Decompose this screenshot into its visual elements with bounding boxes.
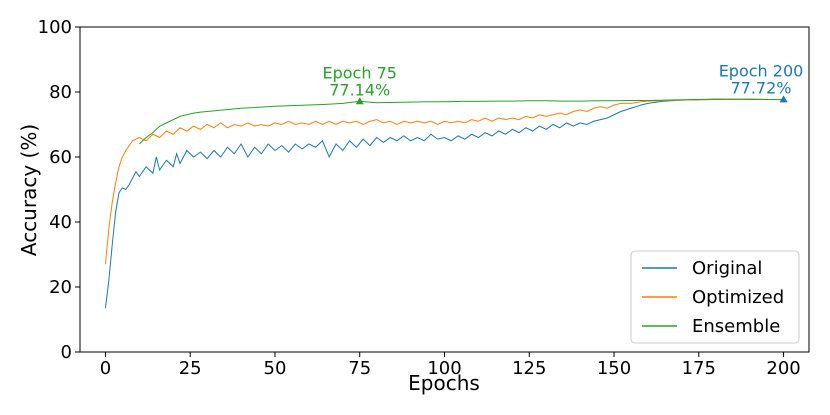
y-tick-label: 20 [49,277,72,298]
y-tick-label: 80 [49,82,72,103]
legend-label: Ensemble [692,316,780,337]
legend-label: Original [692,258,762,279]
annotation-label: Epoch 200 [719,61,804,80]
x-tick-label: 100 [427,358,461,379]
series-lines [104,98,784,309]
y-axis-ticks: 0 20 40 60 80 100 [38,17,80,363]
legend-label: Optimized [692,287,784,308]
series-line-original [104,98,784,309]
x-tick-label: 75 [348,358,371,379]
legend-box [630,250,800,344]
x-tick-label: 125 [512,358,546,379]
x-tick-label: 50 [264,358,287,379]
x-tick-label: 0 [100,358,111,379]
peak-marker [779,95,788,103]
x-tick-label: 175 [682,358,716,379]
x-tick-label: 150 [597,358,631,379]
x-axis-label: Epochs [408,371,480,395]
x-tick-label: 25 [179,358,202,379]
y-axis-label: Accuracy (%) [17,124,41,256]
y-tick-label: 100 [38,17,72,38]
x-tick-label: 200 [766,358,800,379]
series-line-ensemble [138,98,784,145]
annotation-label: 77.14% [329,80,390,99]
annotation-label: Epoch 75 [323,63,397,82]
series-line-optimized [104,98,784,265]
peak-marker [355,97,364,105]
y-tick-label: 0 [61,342,72,363]
x-axis-ticks: 0 25 50 75 100 125 150 175 200 [100,352,801,379]
y-tick-label: 60 [49,147,72,168]
y-tick-label: 40 [49,212,72,233]
annotation-label: 77.72% [730,78,791,97]
legend: Original Optimized Ensemble [630,250,800,344]
